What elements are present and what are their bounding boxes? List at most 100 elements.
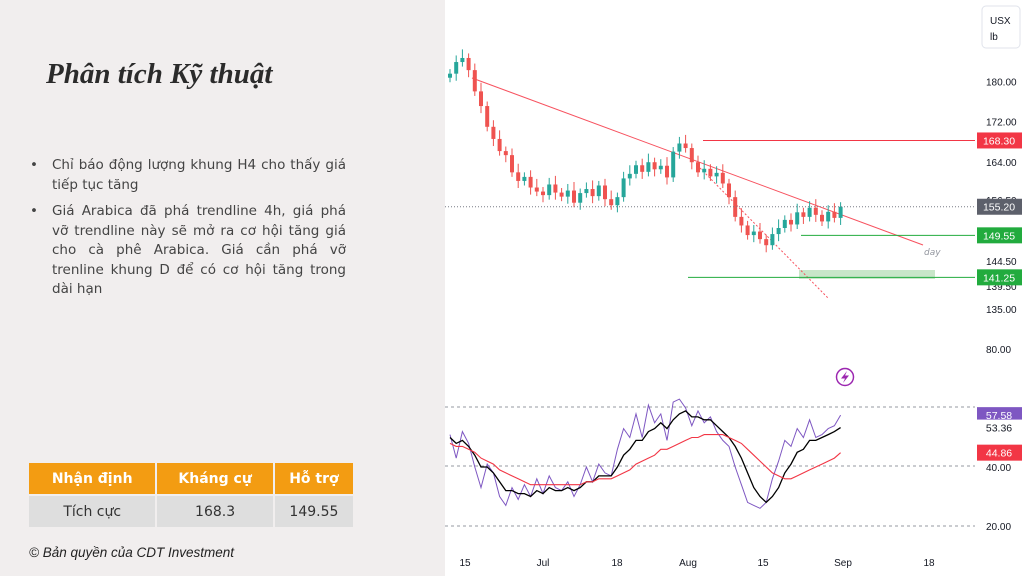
- oscillator-fast-line: [449, 410, 841, 504]
- candles: [448, 49, 843, 253]
- price-tick-label: 139.50: [986, 282, 1017, 293]
- table-header-row: Nhận định Kháng cự Hỗ trợ: [29, 463, 356, 495]
- candle-body: [776, 228, 781, 235]
- candle-body: [727, 183, 731, 198]
- symbol-code: USX: [990, 16, 1011, 27]
- oscillator-value-badge: [977, 419, 1022, 436]
- candle-body: [782, 219, 787, 228]
- header-assessment: Nhận định: [29, 463, 158, 495]
- oscillator-value-label: 53.36: [986, 423, 1012, 435]
- candle-body: [479, 91, 483, 107]
- oscillator-raw-line: [449, 398, 842, 509]
- candle-body: [826, 211, 831, 222]
- h4-trendline[interactable]: [699, 167, 829, 299]
- bullet-dot: •: [30, 157, 38, 173]
- candle-body: [720, 172, 725, 184]
- candle-body: [665, 165, 669, 178]
- copyright-note: © Bản quyền của CDT Investment: [29, 545, 235, 560]
- candle-body: [460, 57, 465, 63]
- oscillator-tick-label: 40.00: [986, 463, 1011, 474]
- time-tick-label: Aug: [679, 558, 697, 569]
- bullet-text: Chỉ báo động lượng khung H4 cho thấy giá…: [52, 157, 346, 193]
- oscillator-value-label: 44.86: [986, 448, 1012, 460]
- candle-body: [485, 106, 490, 127]
- candle-body: [603, 185, 607, 200]
- time-tick-label: Jul: [537, 558, 550, 569]
- oscillator-value-badge: [977, 407, 1022, 424]
- candle-body: [547, 184, 552, 196]
- oscillator-tick-label: 80.00: [986, 345, 1011, 356]
- price-level-badge: [977, 269, 1022, 286]
- lightning-icon-bolt: [841, 371, 849, 383]
- candle-body: [751, 231, 756, 236]
- support-zone: [799, 270, 935, 279]
- price-tick-label: 180.00: [986, 77, 1017, 88]
- price-chart[interactable]: USX lb 180.00172.00164.00156.50150.50144…: [445, 0, 1024, 576]
- candle-body: [671, 151, 676, 178]
- price-level-badge: [977, 132, 1022, 149]
- candle-body: [714, 172, 719, 177]
- candle-body: [789, 219, 793, 225]
- oscillator-slow-line: [449, 434, 841, 486]
- time-tick-label: 15: [757, 558, 769, 569]
- candle-body: [503, 151, 508, 156]
- candle-body: [528, 176, 533, 188]
- time-tick-label: 18: [923, 558, 935, 569]
- price-level-label: 141.25: [983, 272, 1015, 284]
- candle-body: [565, 190, 570, 197]
- header-resistance: Kháng cự: [156, 463, 275, 495]
- candle-body: [572, 190, 576, 203]
- candle-body: [466, 57, 471, 71]
- oscillator-value-label: 57.58: [986, 410, 1012, 422]
- candle-body: [832, 211, 837, 218]
- candle-body: [838, 206, 843, 218]
- symbol-unit: lb: [990, 32, 998, 43]
- price-levels: 168.30 149.55 141.25 155.20: [445, 132, 1022, 286]
- price-chart-panel[interactable]: USX lb 180.00172.00164.00156.50150.50144…: [445, 0, 1024, 576]
- candle-body: [801, 212, 806, 217]
- candle-body: [640, 165, 645, 172]
- candle-body: [534, 187, 539, 192]
- candle-body: [621, 178, 626, 198]
- price-tick-label: 144.50: [986, 257, 1017, 268]
- bullet-text: Giá Arabica đã phá trendline 4h, giá phá…: [52, 203, 346, 297]
- cell-assessment: Tích cực: [29, 494, 158, 527]
- candle-body: [454, 62, 459, 74]
- price-tick-label: 172.00: [986, 118, 1017, 129]
- candle-body: [559, 192, 564, 197]
- candle-body: [689, 148, 694, 163]
- cell-support: 149.55: [273, 494, 356, 527]
- candle-body: [764, 239, 769, 246]
- time-tick-label: Sep: [834, 558, 852, 569]
- candle-body: [578, 193, 583, 203]
- candle-body: [448, 73, 452, 78]
- trendline-label: day: [924, 248, 941, 258]
- symbol-box[interactable]: USX lb: [981, 5, 1021, 49]
- candle-body: [615, 197, 620, 206]
- candle-body: [609, 199, 614, 206]
- candle-body: [590, 189, 595, 197]
- oscillator-value-badge: [977, 444, 1022, 461]
- candle-body: [584, 189, 589, 194]
- candle-body: [820, 214, 824, 222]
- candle-body: [813, 207, 818, 215]
- bullet-item: • Giá Arabica đã phá trendline 4h, giá ph…: [30, 202, 346, 300]
- lightning-icon[interactable]: [835, 367, 855, 387]
- candle-body: [745, 225, 750, 236]
- candle-body: [553, 184, 558, 193]
- time-axis: 15 Jul 18 Aug 15 Sep 18: [459, 558, 935, 569]
- header-support: Hỗ trợ: [273, 463, 356, 495]
- oscillator-tick-label: 20.00: [986, 522, 1011, 533]
- bullet-dot: •: [30, 203, 38, 219]
- candle-body: [696, 162, 700, 173]
- candle-body: [646, 162, 651, 172]
- candle-body: [497, 138, 502, 152]
- price-level-label: 168.30: [983, 135, 1015, 147]
- candle-body: [702, 168, 707, 173]
- price-level-label: 149.55: [983, 230, 1015, 242]
- time-tick-label: 15: [459, 558, 471, 569]
- candle-body: [795, 212, 800, 225]
- last-price-label: 155.20: [983, 202, 1015, 214]
- candle-body: [541, 191, 545, 196]
